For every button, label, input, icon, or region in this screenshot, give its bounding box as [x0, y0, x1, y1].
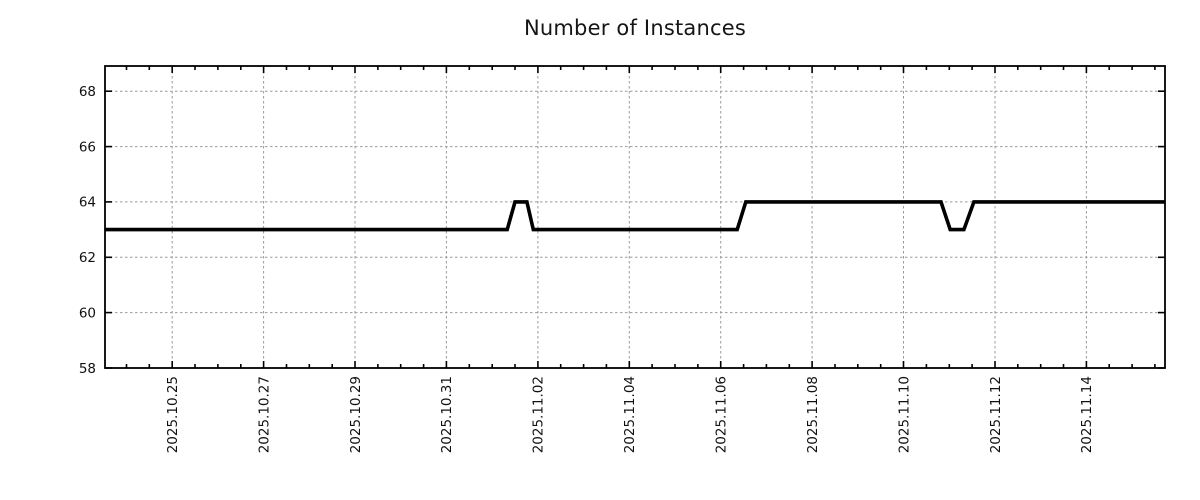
y-tick-label: 68	[79, 84, 96, 100]
y-tick-label: 64	[79, 195, 96, 211]
chart-title: Number of Instances	[523, 16, 746, 40]
x-tick-label: 2025.11.12	[988, 376, 1004, 453]
y-tick-label: 60	[79, 305, 96, 321]
x-tick-label: 2025.11.08	[805, 376, 821, 453]
plot-border	[104, 65, 1166, 369]
x-tick-label: 2025.11.14	[1079, 376, 1095, 453]
x-tick-label: 2025.10.31	[439, 376, 455, 453]
series-instances	[105, 200, 1165, 232]
x-tick-label: 2025.10.29	[348, 376, 364, 453]
x-tick-label: 2025.10.25	[165, 376, 181, 453]
x-tick-label: 2025.11.02	[531, 376, 547, 453]
x-tick-label: 2025.11.10	[896, 376, 912, 453]
x-tick-label: 2025.10.27	[256, 376, 272, 453]
x-tick-label: 2025.11.04	[622, 376, 638, 453]
y-tick-label: 58	[79, 361, 96, 377]
x-tick-label: 2025.11.06	[714, 376, 730, 453]
y-tick-label: 62	[79, 250, 96, 266]
y-tick-label: 66	[79, 139, 96, 155]
